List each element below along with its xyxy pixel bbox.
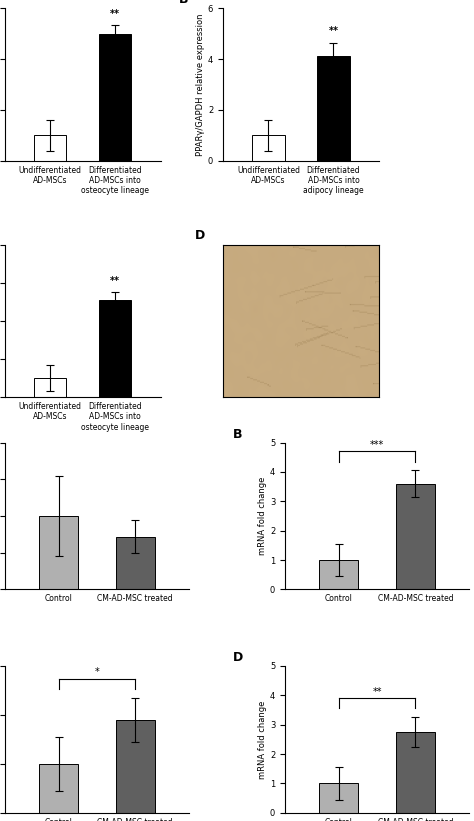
Text: B: B — [179, 0, 189, 6]
Bar — [34, 135, 66, 161]
Bar — [252, 135, 285, 161]
Text: **: ** — [110, 276, 120, 286]
Bar — [39, 764, 78, 813]
Bar — [116, 537, 155, 589]
Text: D: D — [195, 229, 205, 242]
Text: **: ** — [110, 9, 120, 19]
Bar — [116, 720, 155, 813]
Y-axis label: mRNA fold change: mRNA fold change — [258, 700, 267, 778]
Text: B: B — [233, 428, 243, 441]
Bar — [319, 560, 358, 589]
Bar — [99, 34, 131, 161]
Text: **: ** — [328, 26, 338, 36]
Text: ***: *** — [370, 440, 384, 450]
Y-axis label: mRNA fold change: mRNA fold change — [258, 477, 267, 555]
Bar — [34, 378, 66, 397]
Text: **: ** — [373, 686, 382, 697]
Bar — [39, 516, 78, 589]
Text: *: * — [94, 667, 99, 677]
Y-axis label: PPARγ/GAPDH relative expression: PPARγ/GAPDH relative expression — [196, 13, 205, 156]
Text: D: D — [233, 651, 244, 664]
Bar — [396, 484, 435, 589]
Bar — [99, 300, 131, 397]
Bar — [319, 783, 358, 813]
Bar — [396, 732, 435, 813]
Bar — [317, 57, 350, 161]
